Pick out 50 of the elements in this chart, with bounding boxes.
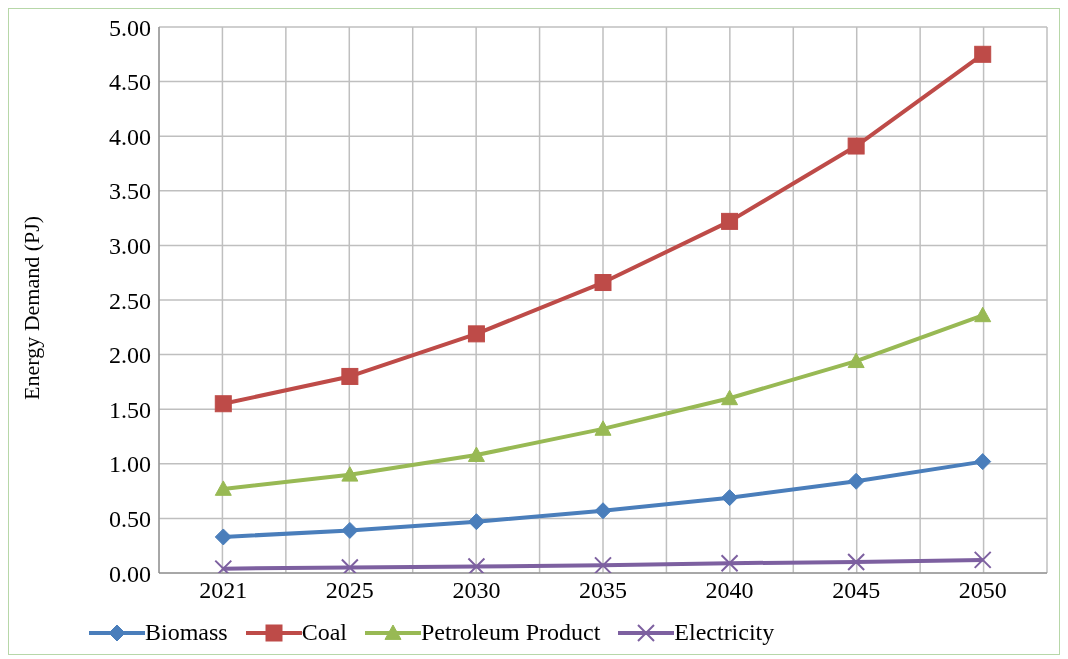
y-tick-label: 0.00	[109, 560, 151, 587]
y-tick-label: 3.50	[109, 178, 151, 205]
point	[974, 306, 992, 323]
point	[847, 137, 865, 155]
point	[974, 45, 992, 63]
point	[341, 367, 359, 385]
point	[341, 521, 359, 539]
point	[594, 274, 612, 292]
point	[847, 472, 865, 490]
point	[467, 513, 485, 531]
x-tick-label: 2025	[325, 577, 374, 604]
point	[214, 528, 232, 546]
legend-label: Coal	[301, 619, 348, 646]
point	[214, 480, 232, 496]
y-tick-label: 5.00	[109, 14, 151, 41]
point	[594, 420, 612, 436]
legend-label: Biomass	[145, 619, 228, 646]
legend-label: Petroleum Product	[421, 619, 601, 646]
x-tick-label: 2040	[705, 577, 754, 604]
x-tick-label: 2030	[452, 577, 501, 604]
point	[467, 446, 485, 462]
point	[847, 553, 866, 572]
point	[974, 453, 992, 471]
point	[214, 395, 232, 413]
point	[594, 502, 612, 520]
legend-label: Electricity	[674, 619, 775, 646]
point	[467, 325, 485, 343]
y-tick-label: 4.00	[109, 123, 151, 150]
x-tick-label: 2035	[579, 577, 627, 604]
x-tick-label: 2021	[199, 577, 248, 604]
point	[721, 389, 739, 406]
point	[721, 212, 739, 230]
y-tick-label: 0.50	[109, 505, 151, 532]
y-axis-title: Energy Demand (PJ)	[18, 215, 44, 400]
point	[341, 466, 359, 482]
point	[721, 489, 739, 507]
y-tick-label: 3.00	[109, 232, 151, 259]
point	[847, 352, 865, 369]
y-tick-label: 4.50	[109, 69, 151, 96]
x-tick-label: 2045	[832, 577, 881, 604]
point	[720, 554, 739, 573]
point	[973, 550, 992, 569]
point	[340, 558, 359, 573]
y-tick-label: 2.50	[109, 287, 151, 314]
y-tick-label: 1.50	[109, 396, 151, 423]
y-tick-label: 1.00	[109, 451, 151, 478]
y-tick-label: 2.00	[109, 342, 151, 369]
point	[594, 556, 612, 573]
point	[467, 557, 486, 573]
x-tick-label: 2050	[958, 577, 1007, 604]
